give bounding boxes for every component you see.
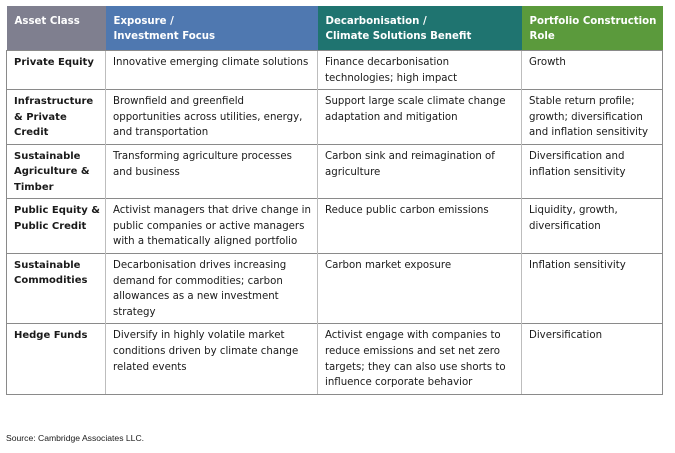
benefit-cell: Finance decarbonisation technologies; hi…: [317, 49, 522, 90]
asset-class-table: Asset Class Exposure / Investment Focus D…: [6, 6, 663, 395]
role-cell: Diversification and inflation sensitivit…: [521, 143, 663, 199]
asset-class-cell: Private Equity: [6, 49, 106, 90]
table-row: Public Equity & Public Credit Activist m…: [6, 198, 663, 254]
role-cell: Liquidity, growth, diversification: [521, 198, 663, 254]
benefit-cell: Support large scale climate change adapt…: [317, 89, 522, 145]
exposure-cell: Transforming agriculture processes and b…: [105, 143, 318, 199]
asset-class-cell: Public Equity & Public Credit: [6, 198, 106, 254]
exposure-cell: Innovative emerging climate solutions: [105, 49, 318, 90]
table-header-row: Asset Class Exposure / Investment Focus D…: [6, 6, 663, 51]
exposure-cell: Brownfield and greenfield opportunities …: [105, 89, 318, 145]
asset-class-cell: Sustainable Commodities: [6, 252, 106, 324]
header-line: Decarbonisation /: [325, 16, 427, 27]
role-cell: Inflation sensitivity: [521, 252, 663, 324]
asset-class-cell: Sustainable Agriculture & Timber: [6, 143, 106, 199]
exposure-cell: Activist managers that drive change in p…: [105, 198, 318, 254]
header-decarbonisation: Decarbonisation / Climate Solutions Benef…: [317, 6, 522, 51]
asset-class-cell: Hedge Funds: [6, 323, 106, 395]
asset-class-table-container: Asset Class Exposure / Investment Focus D…: [6, 6, 663, 395]
header-line: Role: [529, 30, 555, 42]
exposure-cell: Decarbonisation drives increasing demand…: [105, 252, 318, 324]
benefit-cell: Reduce public carbon emissions: [317, 198, 522, 254]
header-line: Asset Class: [14, 16, 80, 27]
table-row: Sustainable Commodities Decarbonisation …: [6, 252, 663, 324]
benefit-cell: Carbon market exposure: [317, 252, 522, 324]
header-exposure: Exposure / Investment Focus: [105, 6, 318, 51]
header-line: Portfolio Construction: [529, 16, 657, 27]
source-note: Source: Cambridge Associates LLC.: [6, 433, 145, 443]
table-row: Infrastructure & Private Credit Brownfie…: [6, 89, 663, 145]
role-cell: Stable return profile; growth; diversifi…: [521, 89, 663, 145]
header-line: Investment Focus: [113, 30, 216, 42]
exposure-cell: Diversify in highly volatile market cond…: [105, 323, 318, 395]
role-cell: Diversification: [521, 323, 663, 395]
header-portfolio-role: Portfolio Construction Role: [521, 6, 663, 51]
header-asset-class: Asset Class: [6, 6, 106, 51]
role-cell: Growth: [521, 49, 663, 90]
benefit-cell: Activist engage with companies to reduce…: [317, 323, 522, 395]
asset-class-cell: Infrastructure & Private Credit: [6, 89, 106, 145]
table-row: Hedge Funds Diversify in highly volatile…: [6, 323, 663, 395]
header-line: Climate Solutions Benefit: [325, 30, 472, 42]
table-row: Private Equity Innovative emerging clima…: [6, 49, 663, 90]
table-row: Sustainable Agriculture & Timber Transfo…: [6, 143, 663, 199]
benefit-cell: Carbon sink and reimagination of agricul…: [317, 143, 522, 199]
header-line: Exposure /: [113, 16, 174, 27]
